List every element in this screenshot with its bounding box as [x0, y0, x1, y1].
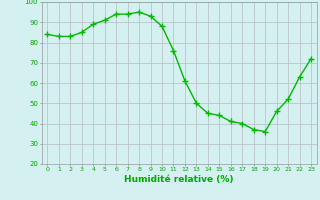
- X-axis label: Humidité relative (%): Humidité relative (%): [124, 175, 234, 184]
